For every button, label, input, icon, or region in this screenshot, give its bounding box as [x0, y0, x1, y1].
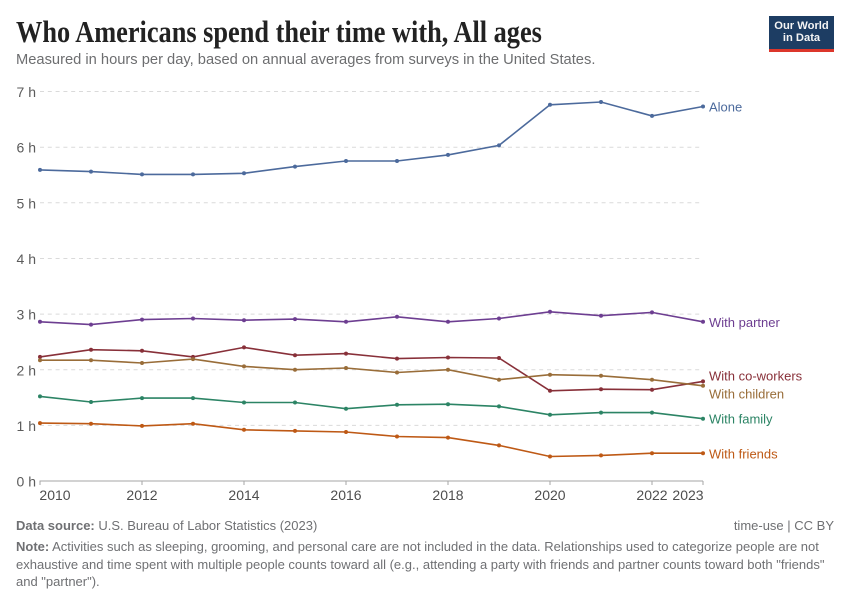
svg-text:2010: 2010	[39, 487, 70, 503]
svg-text:2016: 2016	[330, 487, 361, 503]
svg-text:3 h: 3 h	[17, 307, 36, 323]
svg-text:2014: 2014	[228, 487, 259, 503]
svg-text:1 h: 1 h	[17, 418, 36, 434]
svg-text:5 h: 5 h	[17, 195, 36, 211]
svg-text:With family: With family	[709, 412, 773, 427]
svg-text:2023: 2023	[672, 487, 703, 503]
svg-text:4 h: 4 h	[17, 251, 36, 267]
svg-text:7 h: 7 h	[17, 84, 36, 100]
svg-text:2012: 2012	[126, 487, 157, 503]
svg-text:With children: With children	[709, 387, 784, 402]
svg-text:With friends: With friends	[709, 447, 778, 462]
svg-text:Alone: Alone	[709, 100, 742, 115]
svg-text:2020: 2020	[534, 487, 565, 503]
svg-text:With partner: With partner	[709, 315, 780, 330]
svg-text:6 h: 6 h	[17, 140, 36, 156]
svg-text:With co-workers: With co-workers	[709, 368, 803, 383]
svg-text:2022: 2022	[636, 487, 667, 503]
svg-text:0 h: 0 h	[17, 474, 36, 490]
svg-text:2 h: 2 h	[17, 362, 36, 378]
svg-text:2018: 2018	[432, 487, 463, 503]
